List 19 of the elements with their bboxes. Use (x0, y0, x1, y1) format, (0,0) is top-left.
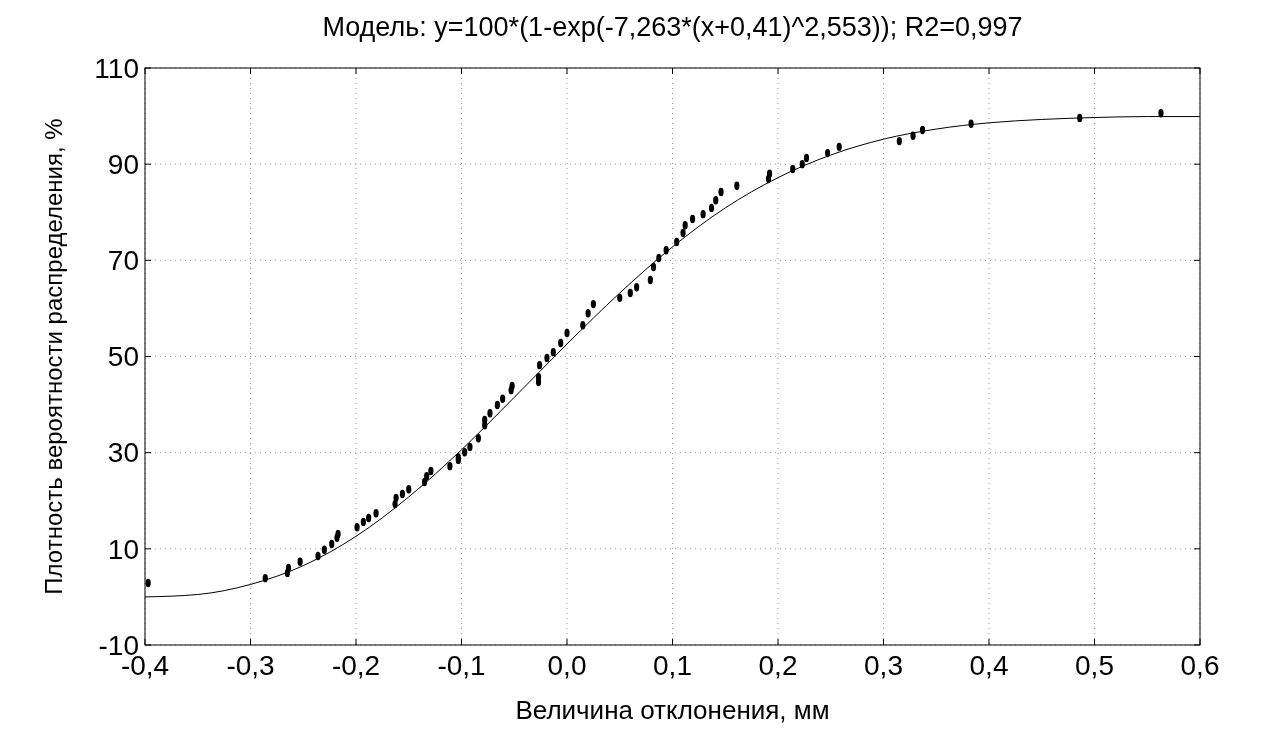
x-tick-label: 0,0 (547, 650, 587, 681)
y-tick-label: 30 (107, 437, 139, 469)
x-tick-label: 0,2 (758, 650, 798, 681)
x-tick-label: 0,3 (864, 650, 903, 681)
x-tick-label: -0,3 (226, 650, 275, 681)
x-tick-label: -0,2 (331, 650, 381, 681)
y-tick-label: 70 (107, 245, 139, 277)
y-tick-label: 10 (107, 533, 139, 565)
x-tick-label: 0,5 (1075, 650, 1114, 681)
y-axis-title: Плотность вероятности распределения, % (40, 118, 67, 595)
x-axis-title: Величина отклонения, мм (515, 695, 830, 725)
y-tick-label: 90 (107, 148, 139, 180)
chart-title: Модель: y=100*(1-exp(-7,263*(x+0,41)^2,553)); R2=0,997 (322, 12, 1023, 42)
x-tick-label: 0,4 (969, 650, 1009, 681)
y-tick-label: 50 (107, 341, 139, 373)
y-tick-label: 110 (94, 52, 139, 84)
x-tick-label: 0,1 (653, 650, 692, 681)
x-tick-label: 0,6 (1180, 650, 1220, 681)
x-tick-label: -0,1 (437, 650, 486, 681)
